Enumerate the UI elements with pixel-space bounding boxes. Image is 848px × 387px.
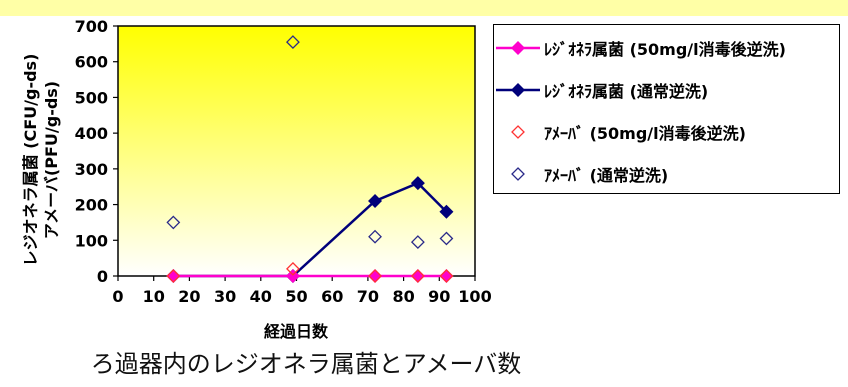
x-axis-label: 経過日数	[264, 322, 329, 341]
x-tick-label: 80	[392, 287, 414, 306]
legend-item-legionella-disinfect: ﾚｼﾞｵﾈﾗ属菌 (50mg/l消毒後逆洗)	[494, 35, 786, 61]
data-point-3-0	[166, 215, 181, 230]
figure-caption: ろ過器内のレジオネラ属菌とアメーバ数	[90, 350, 522, 378]
x-tick-label: 90	[428, 287, 450, 306]
legend-item-amoeba-disinfect: ｱﾒｰﾊﾞ (50mg/l消毒後逆洗)	[494, 119, 746, 145]
data-point-3-2	[368, 229, 382, 244]
legend-item-legionella-normal: ﾚｼﾞｵﾈﾗ属菌 (通常逆洗)	[494, 77, 708, 103]
legend-swatch-navy-diamond	[496, 83, 540, 97]
legend: ﾚｼﾞｵﾈﾗ属菌 (50mg/l消毒後逆洗) ﾚｼﾞｵﾈﾗ属菌 (通常逆洗) ｱ…	[493, 24, 840, 194]
data-point-3-1	[286, 35, 300, 49]
x-tick-label: 10	[143, 287, 165, 306]
data-point-3-3	[410, 235, 425, 249]
y-tick-label: 600	[75, 53, 108, 72]
data-point-0-2	[368, 269, 383, 283]
legend-swatch-blue-open-diamond	[511, 167, 525, 181]
x-tick-label: 40	[250, 287, 272, 306]
data-point-0-3	[410, 269, 425, 283]
data-point-2-0	[166, 269, 181, 283]
y-tick-label: 400	[75, 124, 108, 143]
data-point-0-4	[439, 269, 454, 283]
x-tick-label: 50	[285, 287, 307, 306]
legend-swatch-magenta-diamond	[496, 41, 540, 55]
data-point-2-2	[368, 269, 382, 283]
data-point-1-3	[410, 176, 425, 191]
data-point-2-3	[410, 269, 425, 283]
legend-label: ｱﾒｰﾊﾞ (通常逆洗)	[544, 166, 669, 185]
x-tick-label: 20	[178, 287, 200, 306]
legend-label: ﾚｼﾞｵﾈﾗ属菌 (通常逆洗)	[544, 82, 709, 101]
x-tick-label: 70	[357, 287, 379, 306]
y-tick-label: 200	[75, 196, 108, 215]
y-tick-label: 300	[75, 160, 108, 179]
data-point-1-2	[368, 194, 383, 208]
legend-swatch-red-open-diamond	[511, 125, 525, 139]
x-tick-label: 100	[458, 287, 491, 306]
x-tick-label: 30	[214, 287, 236, 306]
x-tick-label: 0	[112, 287, 123, 306]
axes: 0 100 200 300 400 500 600 700 0 10 20 30 40 50 60 70 80 9…	[75, 17, 492, 306]
x-tick-label: 60	[321, 287, 343, 306]
y-tick-label: 0	[97, 267, 108, 286]
y-tick-label: 500	[75, 88, 108, 107]
data-point-2-4	[439, 269, 454, 283]
data-point-0-0	[166, 269, 181, 283]
plot-area	[117, 25, 476, 277]
y-tick-label: 700	[75, 17, 108, 36]
y-tick-label: 100	[75, 231, 108, 250]
top-banner-band	[0, 0, 848, 16]
data-point-2-1	[286, 261, 300, 276]
series-layer	[166, 35, 454, 283]
data-point-1-4	[439, 204, 454, 219]
legend-label: ｱﾒｰﾊﾞ (50mg/l消毒後逆洗)	[544, 124, 746, 143]
data-point-0-1	[285, 269, 300, 283]
data-point-3-4	[439, 231, 454, 246]
y-axis-label-line2: アメーバ(PFU/g-ds)	[42, 81, 61, 239]
legend-label: ﾚｼﾞｵﾈﾗ属菌 (50mg/l消毒後逆洗)	[544, 40, 786, 59]
y-axis-label-line1: レジオネラ属菌 (CFU/g-ds)	[21, 54, 40, 267]
legend-item-amoeba-normal: ｱﾒｰﾊﾞ (通常逆洗)	[494, 161, 668, 187]
